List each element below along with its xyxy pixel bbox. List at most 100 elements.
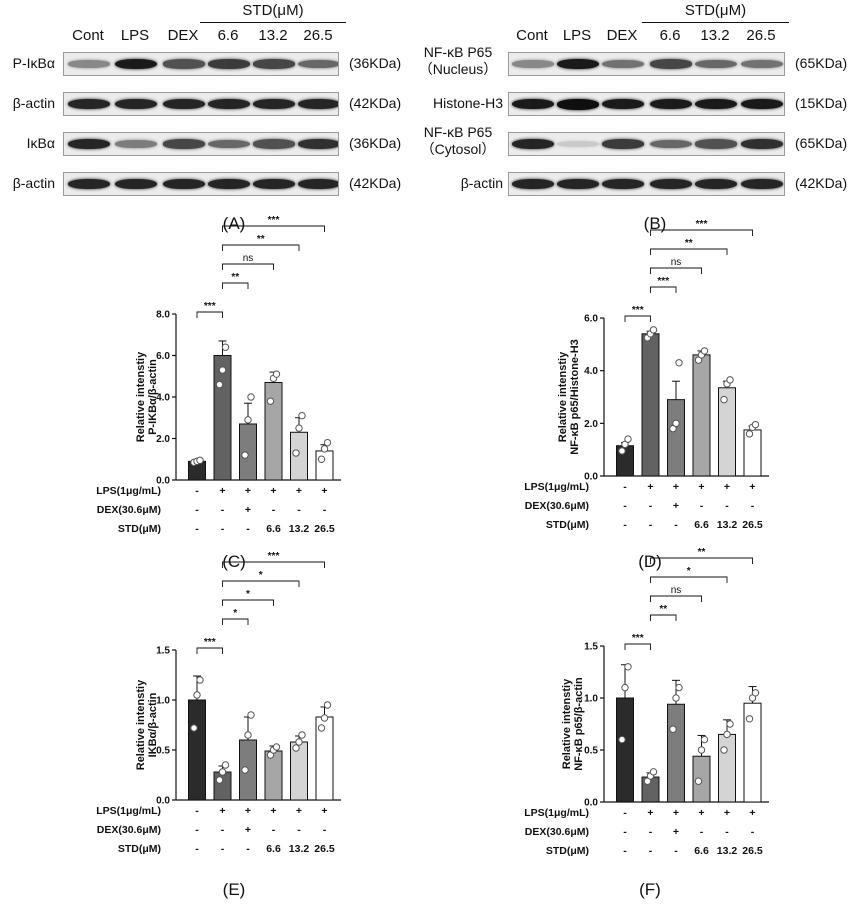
- y-tick-label: 1.5: [584, 642, 598, 653]
- condition-value: +: [673, 481, 679, 493]
- condition-value: -: [195, 523, 199, 535]
- protein-name: NF-κB P65: [423, 124, 493, 140]
- blot-strip: [63, 172, 339, 196]
- condition-label: STD(μM): [546, 845, 589, 857]
- protein-label: β-actin: [460, 175, 503, 191]
- significance-bracket: [222, 599, 274, 606]
- data-point: [317, 455, 326, 463]
- data-point: [669, 725, 677, 733]
- blot-band: [650, 98, 692, 110]
- molecular-weight: (15KDa): [795, 95, 848, 111]
- condition-value: 13.2: [717, 845, 738, 857]
- data-point: [215, 776, 224, 784]
- data-point: [751, 420, 760, 429]
- blot-strip: [508, 92, 785, 116]
- significance-bracket: [624, 315, 651, 322]
- data-point: [694, 777, 703, 785]
- condition-value: -: [246, 843, 250, 855]
- condition-value: +: [321, 805, 327, 817]
- data-point: [320, 714, 329, 722]
- bar: [213, 355, 232, 481]
- significance-label: **: [698, 547, 706, 558]
- condition-label: DEX(30.6μM): [525, 500, 589, 512]
- blot-band: [741, 138, 783, 150]
- significance-bracket: [196, 311, 223, 318]
- condition-value: 13.2: [289, 843, 310, 855]
- molecular-weight: (36KDa): [349, 135, 402, 151]
- y-tick-label: 1.5: [156, 646, 170, 657]
- blot-band: [695, 178, 737, 190]
- significance-label: ***: [268, 551, 280, 562]
- data-point: [649, 768, 658, 776]
- bar-chart-c: 0.0 2.0 4.0 6.0 8.0 Relative intenstiy P-IKBα/…: [96, 215, 341, 535]
- blot-band: [695, 139, 737, 149]
- data-point: [244, 416, 252, 424]
- blot-band: [208, 98, 250, 110]
- data-point: [295, 424, 303, 432]
- y-tick-label: 0.0: [584, 798, 598, 809]
- significance-label: **: [231, 272, 239, 283]
- std-underline: [642, 22, 789, 23]
- condition-value: -: [700, 826, 704, 838]
- data-point: [726, 376, 734, 384]
- data-point: [649, 326, 658, 334]
- condition-value: -: [649, 826, 653, 838]
- lane-label: LPS: [562, 27, 592, 44]
- y-tick-label: 1.0: [156, 696, 170, 707]
- condition-label: DEX(30.6μM): [525, 826, 589, 838]
- condition-value: -: [674, 845, 678, 857]
- condition-value: +: [698, 807, 704, 819]
- condition-value: 6.6: [266, 843, 281, 855]
- blot-band: [557, 178, 599, 190]
- condition-value: 6.6: [694, 519, 709, 531]
- blot-band: [115, 140, 157, 148]
- bar: [213, 771, 232, 801]
- condition-value: +: [698, 481, 704, 493]
- blot-strip: [508, 52, 785, 76]
- data-point: [241, 766, 249, 774]
- y-tick-label: 1.0: [584, 694, 598, 705]
- data-point: [247, 393, 255, 401]
- blot-band: [695, 98, 737, 110]
- bar: [743, 429, 762, 477]
- std-underline: [200, 22, 346, 23]
- protein-label: IκBα: [26, 135, 55, 151]
- data-point: [266, 397, 275, 405]
- data-point: [241, 451, 249, 459]
- condition-value: -: [623, 519, 627, 531]
- significance-label: ns: [671, 585, 682, 596]
- condition-value: -: [323, 504, 327, 516]
- std-dose-label: 13.2: [258, 27, 288, 44]
- blot-band: [115, 58, 157, 70]
- blot-band: [512, 60, 554, 68]
- y-tick-label: 0.0: [156, 476, 170, 487]
- blot-band: [741, 178, 783, 190]
- data-point: [215, 380, 224, 389]
- blot-band: [298, 138, 338, 150]
- condition-value: +: [219, 805, 225, 817]
- significance-bracket: [222, 580, 300, 587]
- condition-value: -: [751, 826, 755, 838]
- blot-band: [253, 178, 295, 190]
- significance-label: **: [257, 234, 265, 245]
- y-tick-label: 2.0: [584, 419, 598, 430]
- protein-label: β-actin: [12, 95, 55, 111]
- significance-bracket: [650, 286, 677, 293]
- condition-value: -: [700, 500, 704, 512]
- condition-value: -: [674, 519, 678, 531]
- condition-value: +: [245, 485, 251, 497]
- significance-bracket: [650, 557, 753, 564]
- significance-label: *: [687, 566, 691, 577]
- significance-bracket: [222, 225, 325, 232]
- blot-band: [512, 138, 554, 150]
- condition-value: 26.5: [314, 523, 335, 535]
- blot-band: [253, 139, 295, 149]
- blot-band: [68, 138, 110, 150]
- condition-value: -: [195, 485, 199, 497]
- data-point: [697, 746, 706, 754]
- significance-label: ***: [657, 276, 669, 287]
- condition-value: +: [724, 481, 730, 493]
- y-axis-label: Relative intenstiy: [557, 351, 569, 442]
- y-tick-label: 4.0: [156, 393, 170, 404]
- data-point: [745, 430, 754, 438]
